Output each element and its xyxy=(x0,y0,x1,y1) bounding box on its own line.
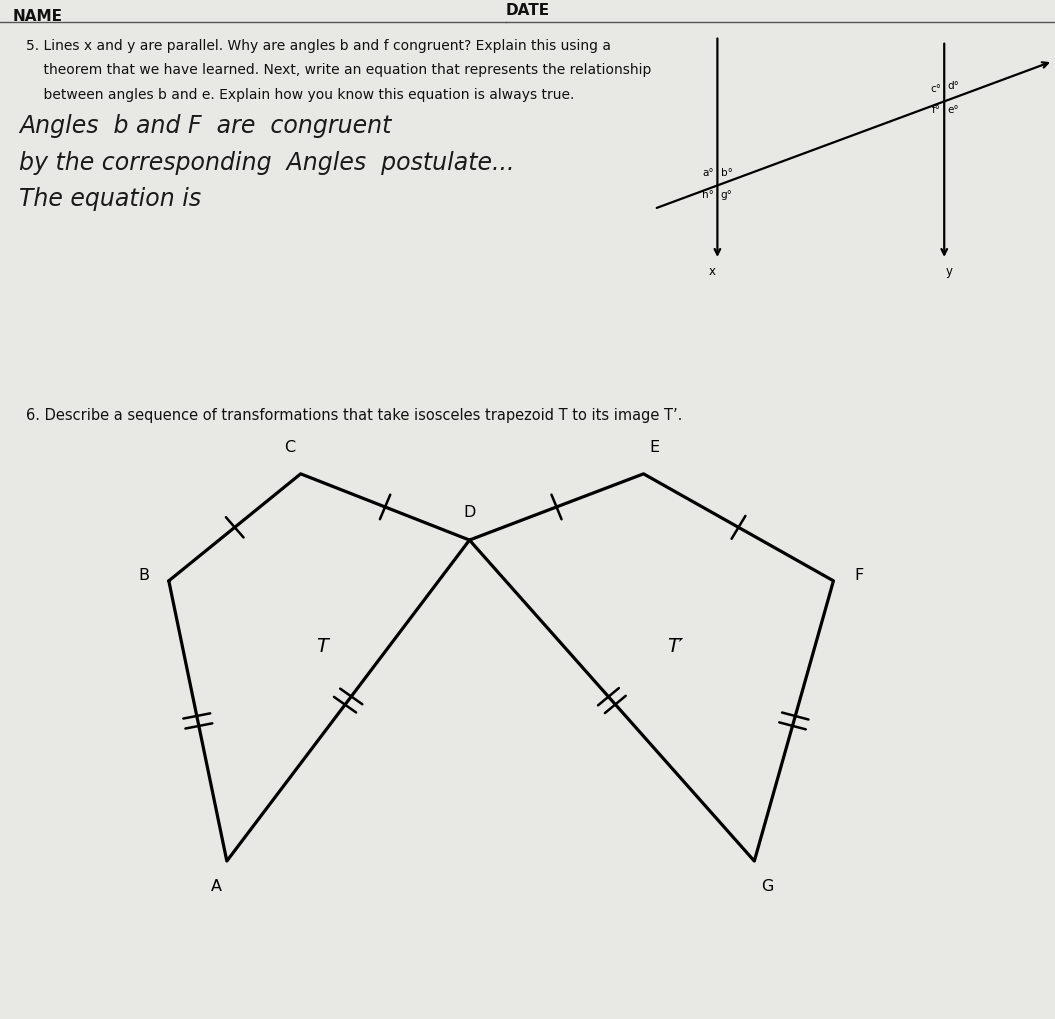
Text: 5. Lines x and y are parallel. Why are angles b and f congruent? Explain this us: 5. Lines x and y are parallel. Why are a… xyxy=(26,39,612,53)
Text: h°: h° xyxy=(703,190,714,200)
Text: NAME: NAME xyxy=(13,9,62,23)
Text: f°: f° xyxy=(932,106,941,115)
Text: A: A xyxy=(211,879,222,895)
Text: G: G xyxy=(761,879,773,895)
Text: c°: c° xyxy=(931,85,941,95)
Text: a°: a° xyxy=(703,168,714,178)
Text: Angles  b and F  are  congruent: Angles b and F are congruent xyxy=(19,114,391,139)
Text: C: C xyxy=(285,440,295,455)
Text: D: D xyxy=(463,504,476,520)
Text: theorem that we have learned. Next, write an equation that represents the relati: theorem that we have learned. Next, writ… xyxy=(26,63,652,77)
Text: e°: e° xyxy=(947,106,959,115)
Text: between angles b and e. Explain how you know this equation is always true.: between angles b and e. Explain how you … xyxy=(26,88,575,102)
Text: y: y xyxy=(946,265,953,278)
Text: F: F xyxy=(855,569,864,583)
Text: The equation is: The equation is xyxy=(19,187,202,212)
Text: x: x xyxy=(709,265,715,278)
Text: T′: T′ xyxy=(667,637,684,656)
Text: DATE: DATE xyxy=(505,3,550,17)
Text: g°: g° xyxy=(721,190,732,200)
Text: T: T xyxy=(315,637,328,656)
Text: b°: b° xyxy=(721,168,732,178)
Text: by the corresponding  Angles  postulate...: by the corresponding Angles postulate... xyxy=(19,151,515,175)
Text: 6. Describe a sequence of transformations that take isosceles trapezoid T to its: 6. Describe a sequence of transformation… xyxy=(26,408,683,423)
Text: d°: d° xyxy=(947,82,959,92)
Text: E: E xyxy=(649,440,659,455)
Text: B: B xyxy=(139,569,150,583)
